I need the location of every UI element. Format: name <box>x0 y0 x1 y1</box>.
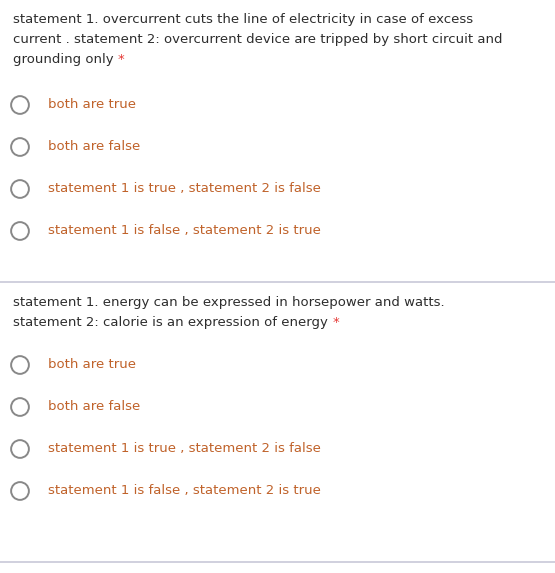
Text: statement 1 is false , statement 2 is true: statement 1 is false , statement 2 is tr… <box>48 484 321 497</box>
Text: *: * <box>118 53 125 66</box>
Text: statement 1 is true , statement 2 is false: statement 1 is true , statement 2 is fal… <box>48 442 321 455</box>
Text: statement 2: calorie is an expression of energy: statement 2: calorie is an expression of… <box>13 316 332 329</box>
Text: statement 1 is false , statement 2 is true: statement 1 is false , statement 2 is tr… <box>48 224 321 237</box>
Text: both are true: both are true <box>48 358 136 371</box>
Text: statement 1. energy can be expressed in horsepower and watts.: statement 1. energy can be expressed in … <box>13 296 445 309</box>
Text: grounding only: grounding only <box>13 53 118 66</box>
Text: both are false: both are false <box>48 400 140 413</box>
Text: *: * <box>332 316 339 329</box>
Text: current . statement 2: overcurrent device are tripped by short circuit and: current . statement 2: overcurrent devic… <box>13 33 502 46</box>
Text: both are false: both are false <box>48 140 140 153</box>
Text: statement 1. overcurrent cuts the line of electricity in case of excess: statement 1. overcurrent cuts the line o… <box>13 13 473 26</box>
Text: statement 1 is true , statement 2 is false: statement 1 is true , statement 2 is fal… <box>48 182 321 195</box>
Text: both are true: both are true <box>48 98 136 111</box>
